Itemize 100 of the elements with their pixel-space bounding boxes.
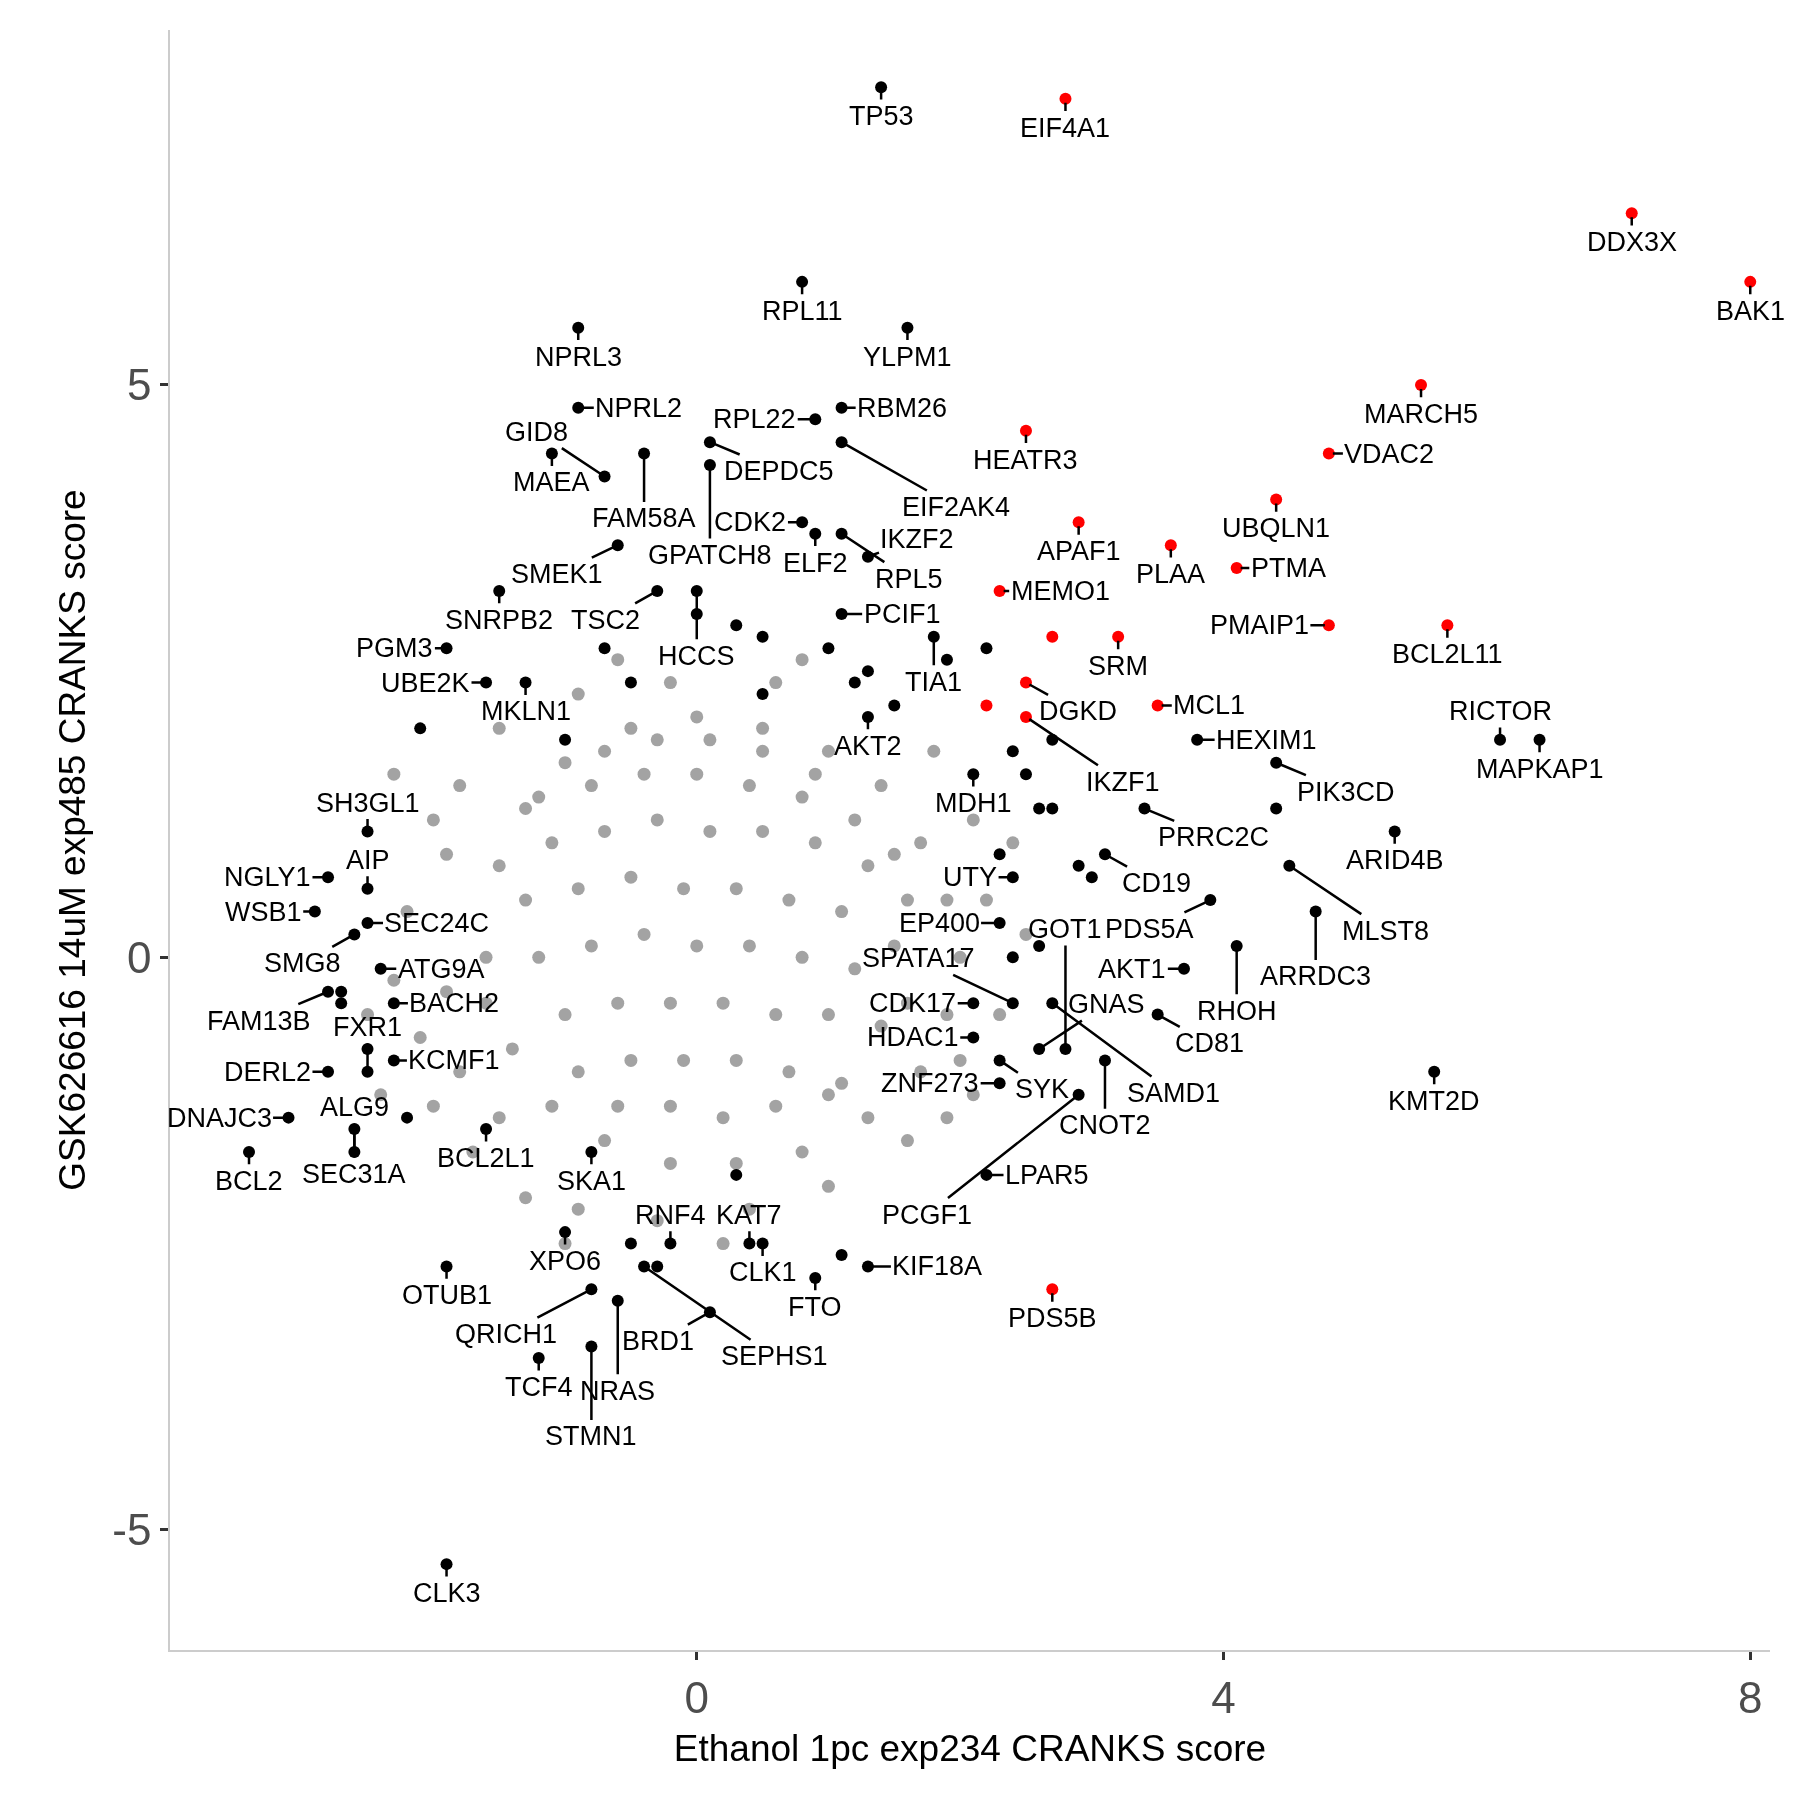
annotation: GOT1	[1028, 914, 1102, 944]
annotation: CDK2	[714, 507, 787, 537]
annotation: SRM	[1088, 651, 1148, 681]
annotation: UBE2K	[381, 668, 470, 698]
annotation: MAPKAP1	[1476, 754, 1604, 784]
annotation: XPO6	[529, 1246, 602, 1276]
annotation: RPL5	[875, 564, 943, 594]
annotation: DEPDC5	[724, 456, 834, 486]
y-axis-title: GSK626616 14uM exp485 CRANKS score	[52, 489, 94, 1191]
annotation: BCL2	[215, 1166, 283, 1196]
annotation: MAEA	[513, 467, 590, 497]
annotation: SH3GL1	[316, 788, 420, 818]
annotation: KIF18A	[892, 1251, 983, 1281]
point	[1112, 630, 1125, 643]
annotation: ARRDC3	[1260, 961, 1372, 991]
annotation: EIF2AK4	[902, 492, 1011, 522]
annotation: ALG9	[320, 1092, 390, 1122]
annotation: EIF4A1	[1020, 113, 1111, 143]
annotation: RBM26	[857, 393, 948, 423]
annotation: TCF4	[505, 1372, 573, 1402]
annotation: HDAC1	[867, 1022, 959, 1052]
annotation: PDS5B	[1008, 1303, 1097, 1333]
y-tick-label: 5	[126, 360, 152, 410]
annotation: GID8	[505, 417, 569, 447]
point	[1059, 92, 1072, 105]
annotation: NPRL2	[595, 393, 683, 423]
annotation: KMT2D	[1388, 1086, 1480, 1116]
annotation: PIK3CD	[1297, 777, 1395, 807]
annotation: FXR1	[333, 1012, 403, 1042]
annotation: BCL2L1	[437, 1143, 535, 1173]
annotation: WSB1	[225, 897, 302, 927]
annotation: RNF4	[635, 1200, 706, 1230]
x-tick-label: 0	[684, 1672, 709, 1722]
annotation: STMN1	[545, 1421, 637, 1451]
annotation: APAF1	[1037, 536, 1121, 566]
annotation: FAM13B	[207, 1006, 311, 1036]
annotation: FTO	[788, 1292, 842, 1322]
annotation: SYK	[1015, 1074, 1070, 1104]
annotation: NPRL3	[535, 342, 623, 372]
point	[1441, 619, 1454, 632]
annotation: PMAIP1	[1210, 610, 1310, 640]
annotation: MKLN1	[481, 696, 572, 726]
annotation: NGLY1	[224, 862, 311, 892]
annotation: BACH2	[409, 988, 500, 1018]
annotation: IKZF1	[1086, 767, 1160, 797]
annotation: ZNF273	[881, 1068, 979, 1098]
annotation: BAK1	[1716, 296, 1786, 326]
annotation: DDX3X	[1587, 227, 1678, 257]
point	[1072, 516, 1085, 529]
annotation: ELF2	[783, 548, 848, 578]
point	[1322, 447, 1335, 460]
annotation: DERL2	[224, 1057, 312, 1087]
point	[993, 584, 1006, 597]
annotation: PTMA	[1251, 553, 1327, 583]
annotation: CD81	[1175, 1028, 1245, 1058]
annotation: ATG9A	[398, 954, 485, 984]
annotation: KAT7	[716, 1200, 782, 1230]
point	[1046, 1283, 1059, 1296]
annotation: SEC31A	[302, 1159, 406, 1189]
x-tick-label: 8	[1738, 1672, 1763, 1722]
annotation: IKZF2	[880, 524, 954, 554]
annotation: KCMF1	[408, 1045, 500, 1075]
annotation: DGKD	[1039, 696, 1118, 726]
annotation: ARID4B	[1346, 845, 1444, 875]
annotation: HEATR3	[973, 445, 1078, 475]
point	[1415, 378, 1428, 391]
annotation: GPATCH8	[648, 540, 772, 570]
annotation: SKA1	[557, 1166, 627, 1196]
annotation: UTY	[943, 862, 997, 892]
annotation: BCL2L11	[1392, 639, 1503, 669]
annotation: RPL11	[762, 296, 843, 326]
annotation: AKT1	[1098, 954, 1166, 984]
annotation: PLAA	[1136, 559, 1206, 589]
point	[980, 699, 993, 712]
annotation: SNRPB2	[445, 605, 554, 635]
point	[1164, 539, 1177, 552]
annotation: SAMD1	[1127, 1078, 1221, 1108]
annotation: SMEK1	[511, 559, 603, 589]
annotation: BRD1	[622, 1326, 695, 1356]
annotation: CD19	[1122, 868, 1192, 898]
annotation: RHOH	[1197, 996, 1277, 1026]
point	[1230, 562, 1243, 575]
annotation: CDK17	[869, 988, 957, 1018]
annotation: RPL22	[713, 404, 796, 434]
annotation: DNAJC3	[167, 1103, 273, 1133]
annotation: YLPM1	[863, 342, 952, 372]
annotation: AKT2	[834, 731, 902, 761]
annotation: SPATA17	[862, 943, 975, 973]
annotation: AIP	[346, 845, 390, 875]
point	[1322, 619, 1335, 632]
annotation: PCIF1	[864, 599, 941, 629]
annotation: QRICH1	[455, 1319, 558, 1349]
annotation: CNOT2	[1059, 1110, 1151, 1140]
point	[1019, 424, 1032, 437]
annotation: SEPHS1	[721, 1341, 828, 1371]
annotation: UBQLN1	[1222, 513, 1331, 543]
y-tick-label: -5	[112, 1505, 152, 1555]
point	[1046, 630, 1059, 643]
annotation: LPAR5	[1005, 1160, 1089, 1190]
annotation: VDAC2	[1344, 439, 1435, 469]
